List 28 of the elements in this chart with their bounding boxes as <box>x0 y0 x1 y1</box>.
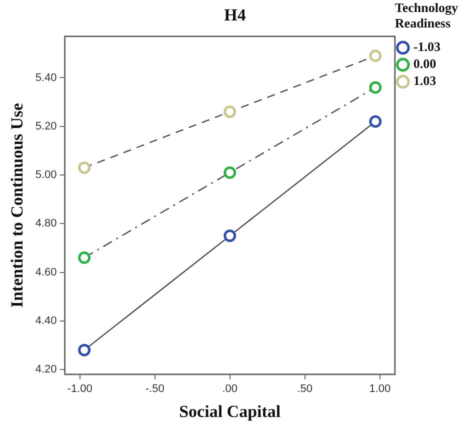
y-axis-title: Intention to Continuous Use <box>8 102 27 308</box>
legend-label: -1.03 <box>413 39 441 54</box>
point <box>369 50 382 62</box>
y-tick-label: 5.40 <box>35 72 57 84</box>
y-tick-label: 4.20 <box>35 364 57 376</box>
y-tick-label: 5.20 <box>35 120 57 132</box>
x-tick-label: -.50 <box>145 383 164 396</box>
x-tick-label: .00 <box>222 383 238 396</box>
x-tick-label: 1.00 <box>369 383 391 396</box>
point <box>369 115 382 128</box>
legend-title: Technology Readiness <box>394 0 458 30</box>
chart-title: H4 <box>224 6 246 25</box>
y-tick-label: 4.60 <box>35 266 57 278</box>
point <box>369 81 382 94</box>
point <box>224 230 236 242</box>
y-tick-label: 5.00 <box>35 169 57 182</box>
y-tick-label: 4.40 <box>35 314 57 327</box>
point <box>78 161 91 174</box>
point <box>78 251 91 264</box>
point <box>224 166 236 179</box>
x-tick-label: -1.00 <box>67 383 92 396</box>
legend-label: 0.00 <box>413 56 436 72</box>
point <box>224 106 236 118</box>
point <box>78 344 91 356</box>
x-tick-label: .50 <box>297 383 313 396</box>
x-axis-title: Social Capital <box>179 402 281 422</box>
legend-label: 1.03 <box>413 73 437 88</box>
y-tick-label: 4.80 <box>35 218 57 230</box>
